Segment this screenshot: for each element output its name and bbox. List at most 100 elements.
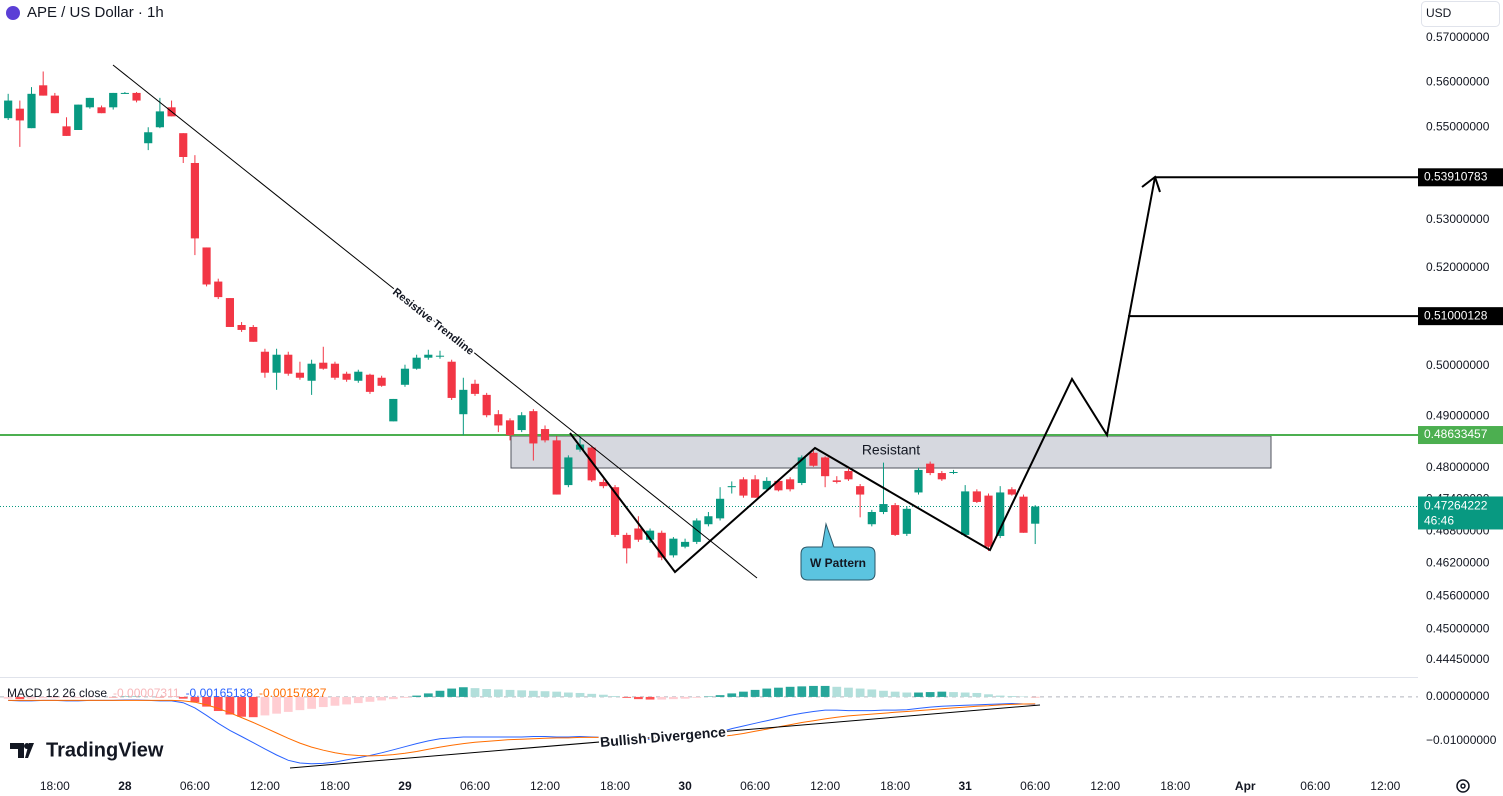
candle-body <box>1007 489 1016 495</box>
candle-body <box>482 394 491 416</box>
price-label: 0.48633457 <box>1424 427 1488 441</box>
histogram-bar <box>937 691 947 697</box>
currency-button[interactable] <box>1421 1 1500 27</box>
candle-body <box>377 377 386 386</box>
histogram-bar <box>73 696 83 698</box>
currency-selector[interactable]: USD <box>1421 1 1500 27</box>
settings-button[interactable] <box>1456 779 1470 793</box>
symbol-icon <box>6 6 20 20</box>
x-tick-label: 12:00 <box>1370 779 1400 793</box>
price-label: 0.53910783 <box>1424 169 1488 183</box>
divergence-line <box>289 704 1041 769</box>
brand-dot <box>24 743 30 749</box>
price-label-box <box>1418 426 1503 445</box>
histogram-bar <box>890 691 900 697</box>
x-tick-label: 12:00 <box>530 779 560 793</box>
histogram-bar <box>295 696 305 711</box>
candle-body <box>50 95 59 114</box>
candle-body <box>949 472 958 474</box>
candle-body <box>680 541 690 547</box>
signal-value: -0.00157827 <box>259 686 327 700</box>
y-tick-label: 0.56000000 <box>1426 74 1490 88</box>
histogram-bar <box>505 689 515 697</box>
x-tick-label: 06:00 <box>1300 779 1330 793</box>
candle-body <box>809 452 818 466</box>
histogram-bar <box>727 693 737 697</box>
candle-body <box>774 480 783 491</box>
price-label: 0.51000128 <box>1424 308 1488 322</box>
signal-line <box>8 699 1036 757</box>
candle-body <box>692 520 701 542</box>
candle-body <box>505 420 515 436</box>
candle-body <box>225 298 234 327</box>
x-tick-label: 18:00 <box>320 779 350 793</box>
x-tick-label: 30 <box>678 779 692 793</box>
candle-body <box>27 93 36 129</box>
histogram-bar <box>38 696 48 699</box>
candle-body <box>459 389 468 415</box>
macd-tick-label: −0.01000000 <box>1426 733 1497 747</box>
candle-body <box>179 133 188 157</box>
candle-body <box>867 511 876 525</box>
candle-body <box>657 532 666 558</box>
candle-body <box>704 516 713 525</box>
histogram-bar <box>493 689 503 697</box>
candle-body <box>155 111 164 128</box>
candle-body <box>669 538 678 556</box>
candle-body <box>470 383 480 394</box>
callout <box>800 522 876 581</box>
brand-name: TradingView <box>46 739 164 761</box>
histogram-bar <box>820 685 830 697</box>
x-tick-label: 06:00 <box>1020 779 1050 793</box>
histogram-bar <box>318 696 328 708</box>
countdown: 46:46 <box>1424 514 1454 528</box>
candle-body <box>342 373 351 380</box>
candle-body <box>62 126 71 136</box>
histogram-bar <box>949 692 958 697</box>
histogram-bar <box>832 686 842 697</box>
candle-body <box>97 107 106 114</box>
price-label-box <box>1418 168 1503 187</box>
candle-body <box>120 92 129 94</box>
resistance-zone <box>510 435 1272 469</box>
histogram-bar <box>774 687 783 697</box>
histogram-bar <box>260 696 270 716</box>
x-tick-label: 28 <box>118 779 132 793</box>
histogram-bar <box>622 696 632 698</box>
histogram-bar <box>377 696 387 701</box>
histogram-bar <box>914 692 923 697</box>
histogram-bar <box>972 692 982 697</box>
candle-body <box>540 429 550 441</box>
zone-label: Resistant <box>862 442 920 458</box>
currency-label[interactable]: USD <box>1426 6 1452 20</box>
y-tick-label: 0.46200000 <box>1426 556 1490 570</box>
histogram-bar <box>587 693 597 697</box>
gear-icon[interactable] <box>1456 779 1470 793</box>
macd-value: -0.00165138 <box>186 686 254 700</box>
candle-body <box>424 354 433 358</box>
histogram-bar <box>599 694 608 697</box>
histogram-bar <box>680 696 690 699</box>
y-tick-label: 0.53000000 <box>1426 212 1490 226</box>
histogram-bar <box>190 696 200 703</box>
candle-body <box>260 351 270 373</box>
candle-body <box>634 528 643 540</box>
histogram-bar <box>984 694 993 697</box>
histogram-bar <box>62 696 71 698</box>
histogram-bar <box>610 696 620 697</box>
candle-body <box>249 326 258 342</box>
candle-body <box>85 97 94 108</box>
histogram-bar <box>435 690 445 697</box>
candles <box>4 71 1040 564</box>
y-tick-label: 0.50000000 <box>1426 358 1490 372</box>
last-price-box <box>1418 496 1503 530</box>
histogram-bar <box>995 695 1005 697</box>
trendline <box>112 64 758 579</box>
symbol-title: APE / US Dollar · 1h <box>27 4 164 21</box>
candle-body <box>529 411 538 444</box>
under-layer: Resistant <box>0 176 1418 507</box>
x-tick-label: 18:00 <box>1160 779 1190 793</box>
gear-center[interactable] <box>1460 783 1466 789</box>
